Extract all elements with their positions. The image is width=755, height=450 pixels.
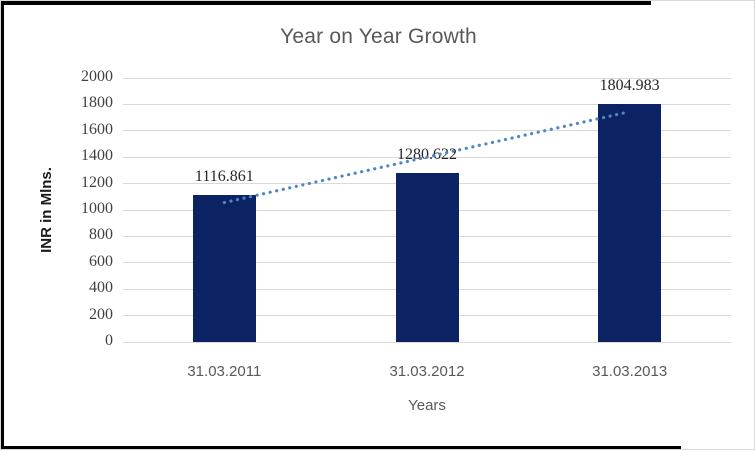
y-tick-label: 600 [89, 252, 113, 270]
x-tick-label: 31.03.2013 [592, 363, 668, 380]
x-tick-label: 31.03.2011 [187, 363, 262, 380]
y-tick-label: 1200 [81, 173, 113, 191]
frame-left-border [1, 1, 4, 449]
bar [598, 103, 662, 342]
y-tick-label: 200 [89, 305, 113, 323]
y-tick-label: 400 [89, 279, 113, 297]
x-tick-label: 31.03.2012 [389, 363, 465, 380]
bar [192, 194, 256, 342]
y-tick-label: 1600 [81, 120, 113, 138]
chart-title: Year on Year Growth [280, 25, 477, 48]
y-tick-label: 1000 [81, 200, 113, 217]
y-tick-label: 1400 [81, 147, 113, 165]
frame-top-border [1, 1, 651, 5]
gridline [123, 341, 731, 343]
x-axis-title: Years [408, 397, 446, 414]
bar-value-label: 1280.622 [397, 145, 457, 163]
gridline [123, 103, 731, 105]
y-tick-label: 800 [89, 226, 113, 244]
bar-value-label: 1804.983 [599, 76, 660, 94]
bar-value-label: 1116.861 [194, 167, 254, 185]
y-tick-label: 0 [105, 332, 113, 349]
frame-bottom-border [1, 446, 681, 449]
bar [395, 172, 459, 342]
y-tick-label: 1800 [81, 94, 113, 112]
gridline [123, 77, 731, 79]
y-tick-label: 2000 [81, 68, 113, 85]
